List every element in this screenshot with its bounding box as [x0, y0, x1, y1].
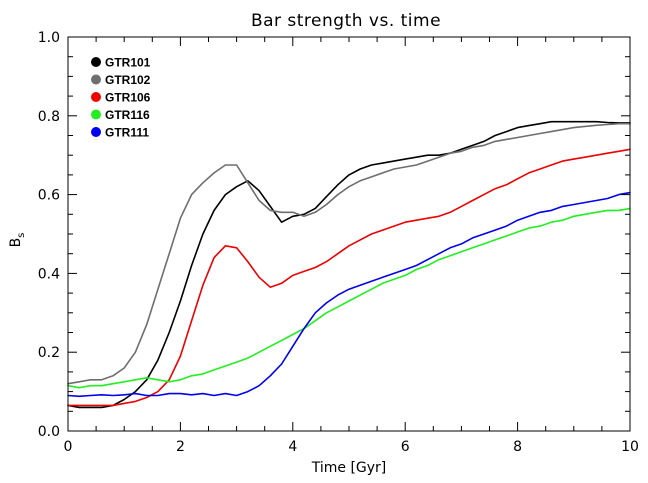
- series-line-gtr116: [67, 207, 631, 389]
- y-tick-label: 0.2: [38, 345, 60, 361]
- plot-lines: [67, 120, 631, 409]
- legend-label: GTR102: [105, 73, 151, 87]
- x-tick-label: 0: [64, 439, 73, 455]
- series-line-gtr106: [67, 148, 631, 407]
- legend-label: GTR106: [105, 91, 151, 105]
- legend-label: GTR101: [105, 56, 151, 70]
- legend-marker: [91, 127, 101, 137]
- series-line-gtr101: [67, 120, 631, 409]
- y-tick-label: 0.6: [38, 188, 60, 204]
- y-tick-label: 0.0: [38, 424, 60, 440]
- x-tick-label: 10: [621, 439, 639, 455]
- y-tick-label: 1.0: [38, 30, 60, 46]
- legend-label: GTR111: [105, 126, 149, 140]
- y-axis-title: Bs: [8, 233, 27, 248]
- x-tick-label: 2: [176, 439, 185, 455]
- legend-marker: [91, 57, 101, 67]
- legend-label: GTR116: [105, 108, 150, 122]
- y-tick-label: 0.8: [38, 109, 60, 125]
- series-line-gtr111: [67, 191, 631, 398]
- x-tick-label: 8: [513, 439, 522, 455]
- y-axis-title-subscript: s: [16, 233, 27, 238]
- y-tick-label: 0.4: [38, 266, 60, 282]
- legend-marker: [91, 109, 101, 120]
- legend-marker: [91, 92, 101, 102]
- x-tick-label: 4: [288, 439, 297, 455]
- axis-ticks: 0 2 4 6 8 10 0.0 0.2 0.4 0.6 0.8 1.0: [38, 30, 639, 455]
- legend: GTR101 GTR102 GTR106 GTR116 GTR111: [91, 56, 151, 140]
- chart-title: Bar strength vs. time: [251, 11, 441, 31]
- y-axis-title-main: B: [8, 238, 24, 248]
- legend-marker: [91, 74, 101, 85]
- x-axis-title: Time [Gyr]: [311, 460, 387, 476]
- x-tick-label: 6: [401, 439, 410, 455]
- plot-frame: [67, 36, 631, 432]
- series-line-gtr102: [67, 122, 631, 385]
